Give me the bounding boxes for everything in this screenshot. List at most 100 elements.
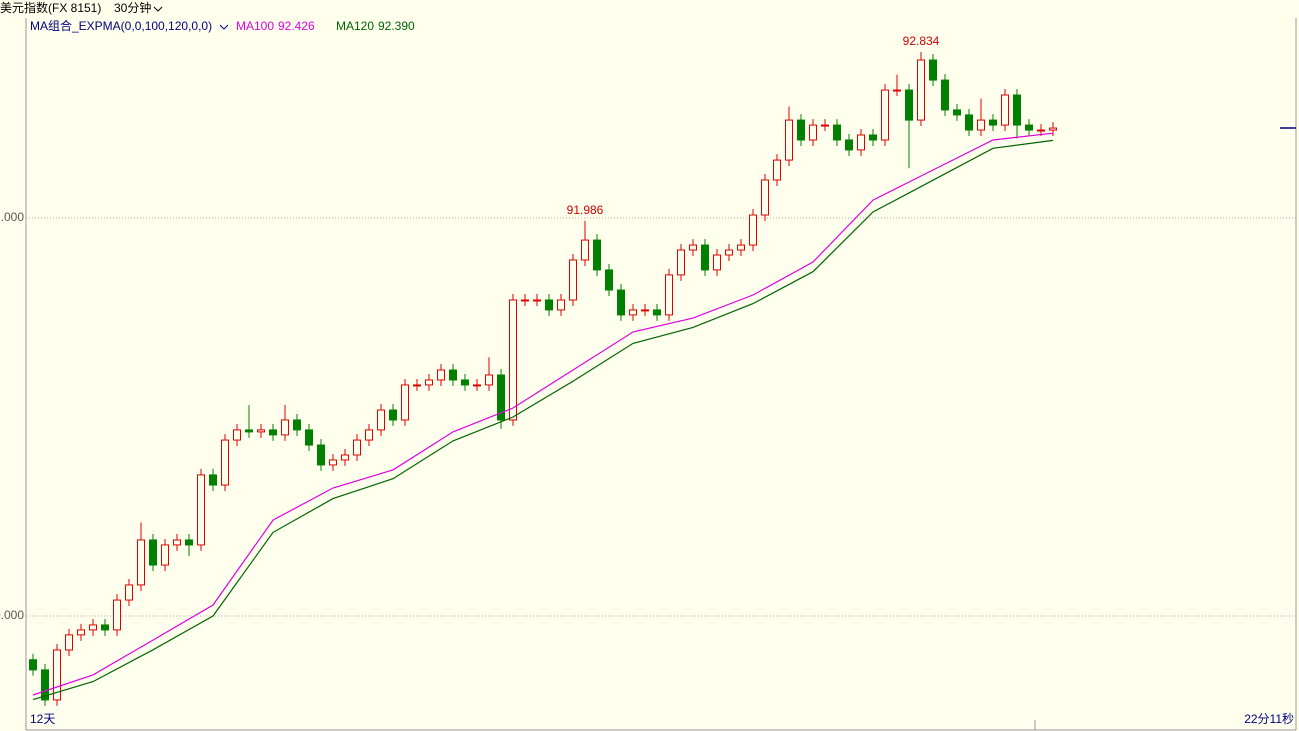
candle-body (341, 454, 349, 461)
candle-body (437, 369, 445, 381)
candle-body (929, 59, 937, 81)
period[interactable]: 30分钟 (114, 0, 151, 15)
candle-body (65, 634, 73, 651)
candle-body (965, 114, 973, 131)
candle-body (641, 309, 649, 312)
indicator[interactable]: MA组合_EXPMA(0,0,100,120,0,0) (30, 18, 212, 33)
candle-body (581, 239, 589, 261)
candle-body (389, 409, 397, 421)
candle-body (197, 474, 205, 546)
candle-body (905, 89, 913, 121)
candle-body (101, 624, 109, 631)
candle-body (629, 309, 637, 316)
candle-body (281, 419, 289, 436)
candle-body (797, 119, 805, 141)
legend-name: MA100 (236, 19, 274, 33)
candle-body (221, 439, 229, 486)
candle-body (461, 379, 469, 386)
candle-body (713, 254, 721, 271)
candle-body (1049, 127, 1057, 131)
candle-body (485, 374, 493, 386)
candle-body (665, 274, 673, 316)
candle-body (413, 384, 421, 387)
candle-body (809, 124, 817, 141)
candle-body (233, 429, 241, 441)
candle-body (41, 669, 49, 701)
candle-body (149, 539, 157, 566)
candle-body (773, 159, 781, 181)
candle-body (557, 299, 565, 311)
candle-body (677, 249, 685, 276)
legend-name: MA120 (336, 19, 374, 33)
candle-body (77, 629, 85, 636)
candle-body (533, 299, 541, 302)
legend-value: 92.390 (378, 19, 415, 33)
candle-body (1037, 129, 1045, 132)
candle-body (869, 134, 877, 141)
ma-line (32, 132, 1054, 696)
candle-body (209, 474, 217, 486)
peak-annotation: 92.834 (903, 34, 940, 48)
candle-body (701, 244, 709, 271)
time-label: 12天 (30, 712, 55, 726)
candle-body (497, 374, 505, 421)
candle-body (1001, 94, 1009, 126)
candle-body (449, 369, 457, 381)
candle-body (833, 124, 841, 141)
y-tick-label: 92.000 (0, 210, 24, 224)
candle-body (509, 299, 517, 421)
candle-body (953, 109, 961, 116)
indicator-arrow[interactable] (219, 24, 229, 30)
y-tick-label: 90.000 (0, 608, 24, 622)
candle-body (269, 429, 277, 436)
candle-body (941, 79, 949, 111)
candle-body (617, 289, 625, 316)
candle-body (173, 539, 181, 546)
candle-body (749, 214, 757, 246)
candle-body (89, 624, 97, 631)
candle-body (593, 239, 601, 271)
candle-body (725, 249, 733, 256)
candle-body (605, 269, 613, 291)
legend-value: 92.426 (278, 19, 315, 33)
candle-body (1025, 124, 1033, 131)
candle-body (989, 119, 997, 126)
candle-body (761, 179, 769, 216)
candle-body (317, 444, 325, 466)
candle-body (137, 539, 145, 586)
ma-line (32, 139, 1054, 701)
peak-annotation: 91.986 (567, 203, 604, 217)
candle-body (353, 439, 361, 456)
candle-body (785, 119, 793, 161)
candle-body (569, 259, 577, 301)
candle-body (425, 379, 433, 386)
candle-body (29, 659, 37, 671)
candle-body (377, 409, 385, 431)
candle-body (821, 124, 829, 127)
candle-body (737, 244, 745, 251)
candle-body (881, 89, 889, 141)
candle-body (893, 89, 901, 92)
candle-body (305, 429, 313, 446)
candle-body (185, 539, 193, 546)
period-arrow[interactable] (153, 6, 163, 12)
candle-body (845, 139, 853, 151)
title: 美元指数(FX 8151) (0, 0, 101, 15)
candle-body (857, 134, 865, 151)
candle-body (161, 544, 169, 566)
candle-body (53, 649, 61, 701)
candle-body (917, 59, 925, 121)
candle-body (545, 299, 553, 311)
candle-body (1013, 94, 1021, 126)
candle-body (401, 384, 409, 421)
candle-body (125, 584, 133, 601)
candle-body (977, 119, 985, 131)
timer: 22分11秒 (1244, 712, 1294, 726)
candle-body (329, 459, 337, 466)
candle-body (293, 419, 301, 431)
candle-body (257, 429, 265, 433)
candle-body (653, 309, 661, 316)
candle-body (521, 299, 529, 302)
